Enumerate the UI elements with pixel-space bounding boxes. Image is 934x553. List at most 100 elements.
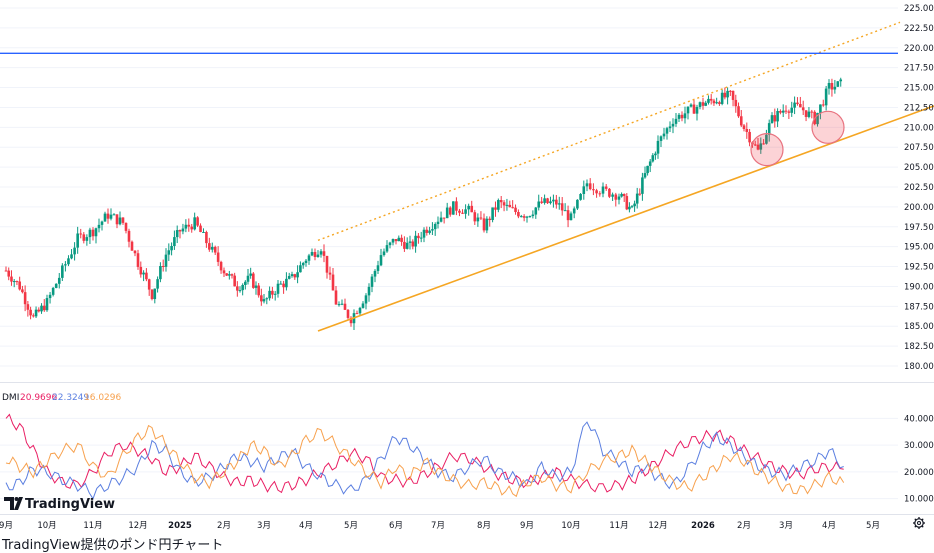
candle-body	[106, 213, 110, 219]
candle-body	[394, 239, 398, 242]
candle-body	[34, 309, 38, 317]
candle-body	[334, 290, 338, 305]
candle-body	[417, 235, 420, 239]
candle-body	[408, 241, 412, 243]
candle-body	[273, 293, 277, 295]
candle-body	[641, 177, 644, 194]
candle-body	[316, 254, 320, 258]
candle-body	[505, 204, 509, 206]
candle-body	[461, 212, 464, 214]
time-tick-label: 10月	[37, 521, 56, 531]
candle-body	[397, 237, 401, 242]
candle-body	[48, 294, 52, 299]
candle-body	[428, 230, 431, 233]
candle-body	[689, 104, 693, 107]
time-tick-label: 9月	[0, 521, 13, 531]
time-tick-label: 7月	[431, 521, 445, 531]
candle-body	[531, 214, 535, 217]
candle-body	[142, 272, 145, 275]
candle-body	[836, 81, 840, 87]
tradingview-logo[interactable]: TradingView	[4, 497, 115, 512]
candle-body	[692, 104, 696, 114]
candle-body	[296, 272, 299, 278]
candle-body	[425, 229, 429, 233]
candle-body	[178, 230, 182, 232]
candle-body	[796, 102, 799, 105]
candle-body	[549, 201, 552, 204]
time-tick-label: 12月	[128, 521, 147, 531]
candle-body	[455, 201, 458, 211]
time-axis[interactable]: 9月 10月 11月 12月 2025 2月 3月 4月 5月 6月 7月 8月 9月 10月 11月 12月…	[0, 521, 880, 531]
candle-body	[810, 111, 814, 113]
candle-body	[715, 102, 718, 104]
time-tick-label: 11月	[83, 521, 102, 531]
candle-body	[611, 194, 614, 197]
candle-body	[246, 275, 250, 282]
candlestick-series	[4, 77, 843, 330]
candle-body	[331, 274, 335, 291]
candle-body	[665, 128, 669, 134]
time-tick-label: 2025	[168, 521, 192, 531]
price-tick-label: 202.500	[904, 183, 934, 193]
price-tick-label: 207.500	[904, 143, 934, 153]
candle-body	[648, 161, 652, 166]
candle-body	[816, 112, 819, 125]
candle-body	[680, 114, 684, 119]
candle-body	[683, 113, 687, 119]
candle-body	[827, 83, 831, 89]
candle-body	[476, 217, 480, 222]
candle-body	[400, 237, 403, 242]
candle-body	[784, 110, 788, 112]
candle-body	[630, 206, 634, 208]
channel-lines[interactable]	[0, 21, 934, 332]
candle-body	[145, 272, 148, 280]
candle-body	[282, 283, 285, 288]
candle-body	[473, 212, 477, 222]
candle-body	[10, 276, 13, 282]
candle-body	[364, 295, 368, 304]
candle-body	[244, 281, 247, 285]
candle-body	[414, 235, 417, 247]
candle-body	[4, 270, 8, 272]
candle-body	[807, 111, 811, 117]
candle-body	[614, 194, 618, 200]
candle-body	[517, 212, 520, 217]
candle-body	[709, 98, 713, 101]
candle-body	[801, 107, 805, 111]
dmi-y-axis[interactable]: 10.0000 20.0000 30.0000 40.0000	[904, 414, 934, 504]
candle-body	[230, 274, 234, 276]
candle-body	[839, 79, 843, 82]
candle-body	[638, 193, 642, 195]
candle-body	[646, 165, 649, 174]
candle-body	[91, 229, 95, 237]
time-tick-label: 8月	[477, 521, 491, 531]
candle-body	[382, 251, 386, 256]
candle-body	[349, 317, 353, 324]
candle-body	[479, 217, 483, 219]
candle-body	[260, 295, 263, 302]
candle-body	[26, 304, 30, 310]
candle-body	[184, 224, 188, 229]
candle-body	[508, 204, 512, 208]
dmi-tick-label: 30.0000	[904, 441, 934, 451]
price-y-axis[interactable]: 180.000 182.500 185.000 187.500 190.000 192.5…	[904, 4, 934, 372]
candle-body	[698, 102, 702, 107]
price-tick-label: 180.000	[904, 362, 934, 372]
candle-body	[88, 229, 92, 238]
candle-body	[23, 292, 27, 305]
candle-body	[150, 289, 154, 300]
candle-body	[45, 298, 49, 311]
price-tick-label: 185.000	[904, 322, 934, 332]
candle-body	[659, 136, 663, 141]
candle-body	[64, 264, 67, 266]
candle-body	[307, 255, 311, 261]
tv-logo-dot	[14, 497, 19, 501]
settings-gear-icon[interactable]	[913, 517, 925, 529]
candle-body	[622, 193, 626, 197]
candle-body	[528, 216, 532, 218]
candle-body	[193, 217, 196, 230]
time-tick-label: 5月	[344, 521, 358, 531]
price-tick-label: 187.500	[904, 302, 934, 312]
candle-body	[170, 246, 173, 251]
